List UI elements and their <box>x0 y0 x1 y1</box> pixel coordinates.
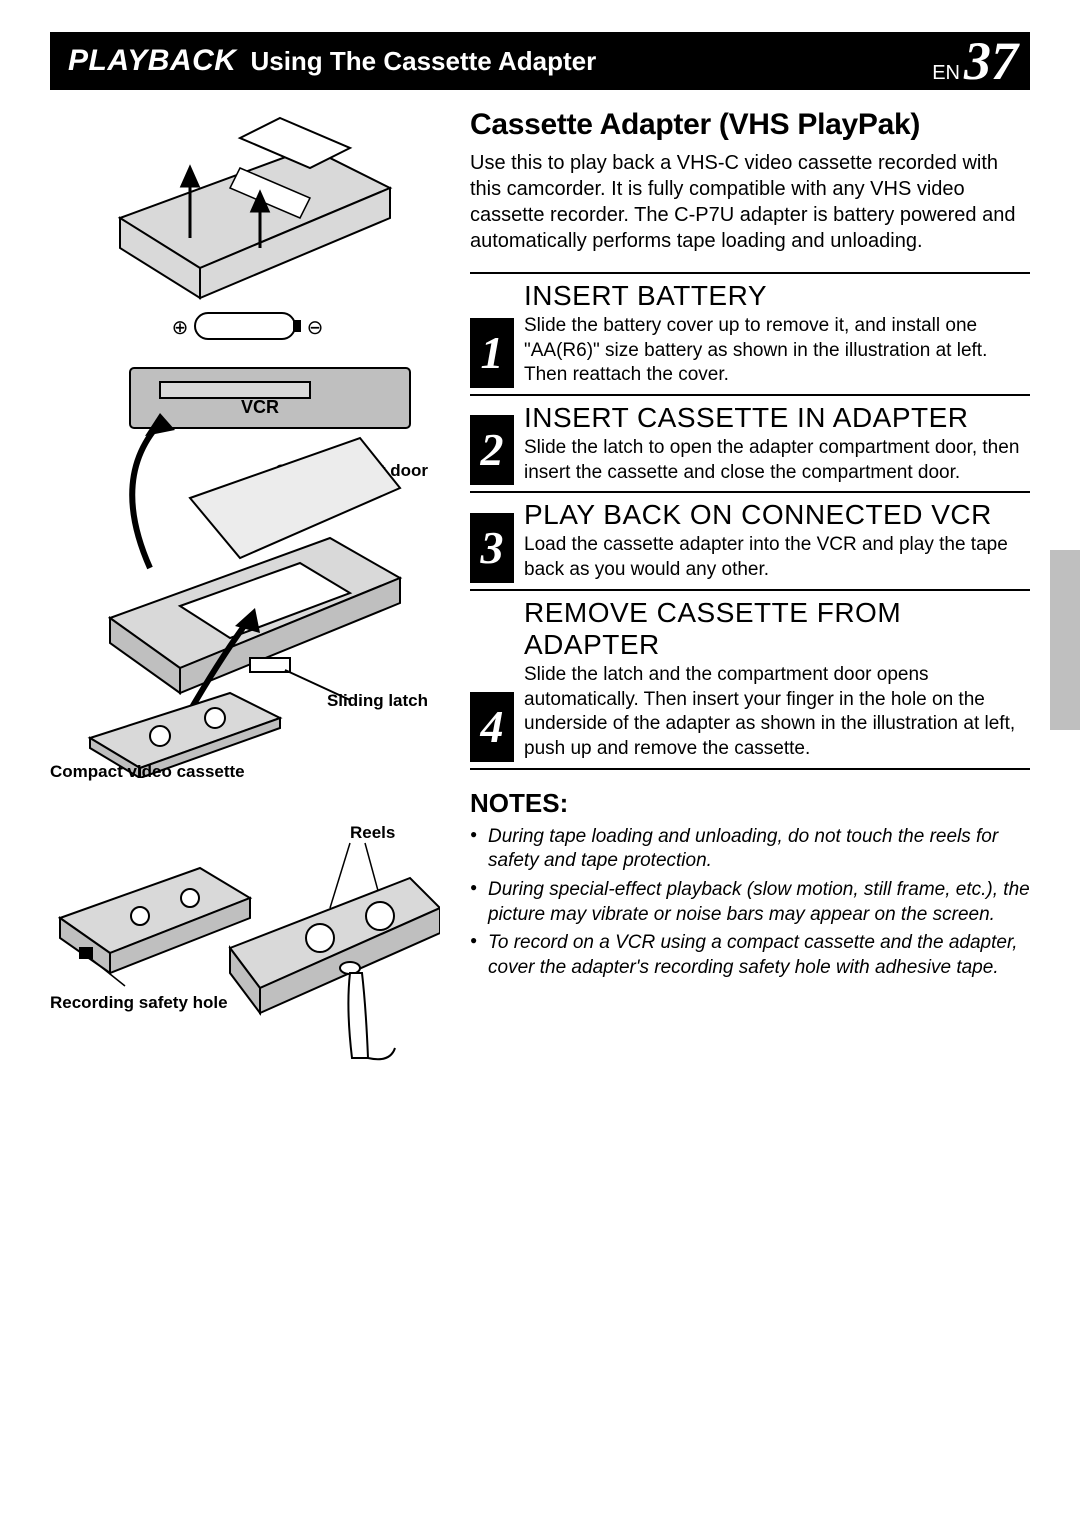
step-number: 1 <box>470 318 514 388</box>
step: 1 INSERT BATTERY Slide the battery cover… <box>470 272 1030 388</box>
step-text: Slide the latch to open the adapter comp… <box>524 436 1030 485</box>
step: 2 INSERT CASSETTE IN ADAPTER Slide the l… <box>470 394 1030 485</box>
header-lang: EN <box>932 62 960 85</box>
content-area: ⊕ ⊖ VCR Compartment door <box>50 108 1030 1098</box>
text-column: Cassette Adapter (VHS PlayPak) Use this … <box>470 108 1030 1098</box>
step-body: INSERT CASSETTE IN ADAPTER Slide the lat… <box>524 402 1030 485</box>
step: 4 REMOVE CASSETTE FROM ADAPTER Slide the… <box>470 589 1030 762</box>
intro-paragraph: Use this to play back a VHS-C video cass… <box>470 150 1030 254</box>
step-heading: INSERT BATTERY <box>524 280 1030 312</box>
compact-cassette-label: Compact video cassette <box>50 762 245 782</box>
plus-icon: ⊕ <box>172 317 189 339</box>
note-item: During special-effect playback (slow mot… <box>470 878 1030 927</box>
step-text: Slide the latch and the compartment door… <box>524 663 1030 762</box>
header-right: EN 37 <box>932 34 1018 88</box>
step-heading: PLAY BACK ON CONNECTED VCR <box>524 499 1030 531</box>
step-body: INSERT BATTERY Slide the battery cover u… <box>524 280 1030 388</box>
notes-list: During tape loading and unloading, do no… <box>470 825 1030 981</box>
illustration-remove: Reels <box>50 798 440 1098</box>
step-text: Load the cassette adapter into the VCR a… <box>524 533 1030 582</box>
step-heading: REMOVE CASSETTE FROM ADAPTER <box>524 597 1030 661</box>
reels-label: Reels <box>350 823 395 842</box>
step-number: 3 <box>470 513 514 583</box>
step: 3 PLAY BACK ON CONNECTED VCR Load the ca… <box>470 491 1030 582</box>
note-item: During tape loading and unloading, do no… <box>470 825 1030 874</box>
step-heading: INSERT CASSETTE IN ADAPTER <box>524 402 1030 434</box>
minus-icon: ⊖ <box>307 317 324 339</box>
header-subtitle: Using The Cassette Adapter <box>250 46 596 77</box>
step-number: 2 <box>470 415 514 485</box>
step-number: 4 <box>470 692 514 762</box>
illustration-insert: VCR Compartment door <box>50 358 440 778</box>
illustration-battery: ⊕ ⊖ <box>50 108 440 348</box>
page-number: 37 <box>964 34 1018 88</box>
notes-heading: NOTES: <box>470 788 1030 819</box>
page-header: PLAYBACK Using The Cassette Adapter EN 3… <box>50 32 1030 90</box>
header-left: PLAYBACK Using The Cassette Adapter <box>68 44 596 78</box>
steps-end-rule <box>470 768 1030 770</box>
step-body: REMOVE CASSETTE FROM ADAPTER Slide the l… <box>524 597 1030 762</box>
recording-safety-hole-label: Recording safety hole <box>50 993 228 1013</box>
section-title: Cassette Adapter (VHS PlayPak) <box>470 108 1030 142</box>
note-item: To record on a VCR using a compact casse… <box>470 931 1030 980</box>
steps-list: 1 INSERT BATTERY Slide the battery cover… <box>470 272 1030 762</box>
illustration-column: ⊕ ⊖ VCR Compartment door <box>50 108 440 1098</box>
step-body: PLAY BACK ON CONNECTED VCR Load the cass… <box>524 499 1030 582</box>
sliding-latch-label: Sliding latch <box>327 691 428 710</box>
vcr-label: VCR <box>241 397 279 417</box>
step-text: Slide the battery cover up to remove it,… <box>524 314 1030 388</box>
header-playback: PLAYBACK <box>68 44 236 78</box>
page-edge-tab <box>1050 550 1080 730</box>
